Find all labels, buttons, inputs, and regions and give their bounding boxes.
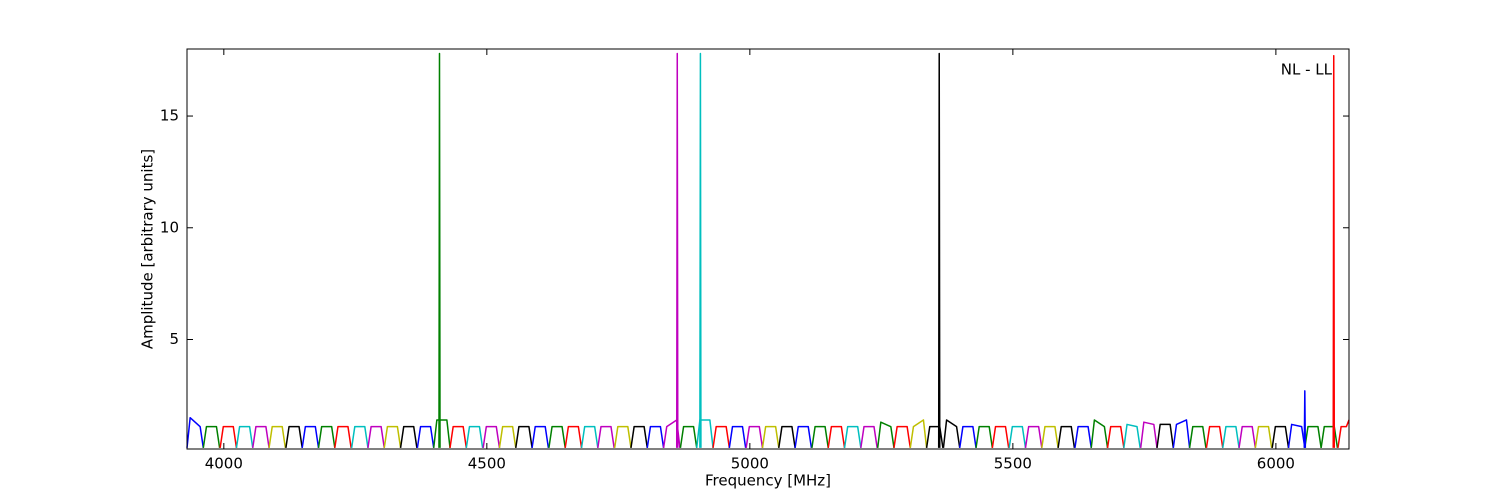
y-tick-label: 10 [160, 218, 179, 236]
spectrum-line [942, 419, 961, 448]
spectrum-line [893, 425, 912, 448]
spectrum-line [202, 425, 221, 448]
spectrum-line [1123, 423, 1141, 448]
spectrum-line [252, 425, 270, 448]
spectrum-line [1090, 419, 1109, 448]
spectrum-line [699, 52, 702, 448]
x-tick-label: 6000 [1257, 455, 1295, 473]
spectrum-line [778, 425, 796, 448]
spectrum-line [268, 425, 287, 448]
spectrum-line [679, 425, 698, 448]
spectrum-line [1332, 54, 1336, 448]
spectrum-line [334, 425, 352, 448]
spectrum-line [1337, 419, 1350, 448]
annotation: NL - LL [1281, 61, 1333, 79]
spectrum-line [399, 425, 418, 448]
spectrum-line [1205, 425, 1224, 448]
spectrum-line [367, 425, 386, 448]
spectrum-line [235, 425, 254, 448]
spectrum-line [1106, 425, 1125, 448]
spectrum-line [937, 52, 941, 448]
spectrum-line [909, 419, 928, 448]
spectrum-line [1320, 425, 1339, 448]
spectrum-line [827, 425, 846, 448]
spectrum-line [1041, 425, 1059, 448]
spectrum-line [301, 425, 320, 448]
spectrum-line [548, 425, 566, 448]
spectrum-line [383, 425, 402, 448]
spectrum-line [350, 425, 369, 448]
spectrum-line [597, 425, 615, 448]
spectrum-line [1238, 425, 1257, 448]
y-tick-label: 5 [169, 330, 179, 348]
spectrum-line [811, 425, 829, 448]
y-axis-label: Amplitude [arbitrary units] [139, 149, 157, 349]
spectrum-line [1188, 425, 1207, 448]
spectrum-line [1254, 425, 1273, 448]
spectrum-line [630, 425, 649, 448]
plot-frame [186, 48, 1350, 450]
spectrum-line [317, 425, 336, 448]
spectrum-line [958, 425, 977, 448]
spectrum-line [482, 425, 501, 448]
spectrum-line [580, 425, 599, 448]
spectrum-line [1304, 425, 1322, 448]
spectrum-line [498, 425, 517, 448]
spectrum-line [675, 52, 679, 448]
spectrum-line [1008, 425, 1027, 448]
spectrum-line [876, 421, 895, 448]
x-axis-label: Frequency [MHz] [705, 472, 831, 490]
spectrum-line [646, 425, 665, 448]
spectrum-line [745, 425, 764, 448]
spectrum-line [991, 425, 1010, 448]
spectrum-line [432, 419, 451, 448]
spectrum-line [285, 425, 303, 448]
spectrum-line [1057, 425, 1076, 448]
spectrum-line [1303, 390, 1307, 448]
spectrum-line [1222, 425, 1240, 448]
spectrum-line [794, 425, 813, 448]
spectrum-line [860, 425, 878, 448]
spectrum-line [1287, 423, 1306, 448]
spectrum-line [695, 419, 714, 448]
spectrum-line [465, 425, 484, 448]
spectrum-line [1024, 425, 1043, 448]
x-tick-label: 4500 [468, 455, 506, 473]
spectrum-line [975, 425, 994, 448]
spectrum-line [449, 425, 468, 448]
spectrum-line [438, 52, 441, 448]
x-tick-label: 4000 [205, 455, 243, 473]
spectrum-line [564, 425, 583, 448]
spectrum-line [1156, 423, 1175, 448]
spectrum-line [219, 425, 238, 448]
spectrum-line [186, 416, 205, 448]
spectrum-line [843, 425, 862, 448]
spectrum-line [531, 425, 550, 448]
spectrum-line [1271, 425, 1290, 448]
spectrum-line [925, 425, 944, 448]
x-tick-label: 5000 [731, 455, 769, 473]
spectrum-line [1139, 421, 1158, 448]
spectrum-line [712, 425, 731, 448]
spectrum-line [515, 425, 533, 448]
x-tick-label: 5500 [994, 455, 1032, 473]
spectrum-line [761, 425, 780, 448]
spectrum-line [613, 425, 632, 448]
spectrum-line [1074, 425, 1092, 448]
spectrum-line [1172, 419, 1191, 448]
y-tick-label: 15 [160, 107, 179, 125]
spectrum-line [416, 425, 435, 448]
spectrum-line [728, 425, 747, 448]
